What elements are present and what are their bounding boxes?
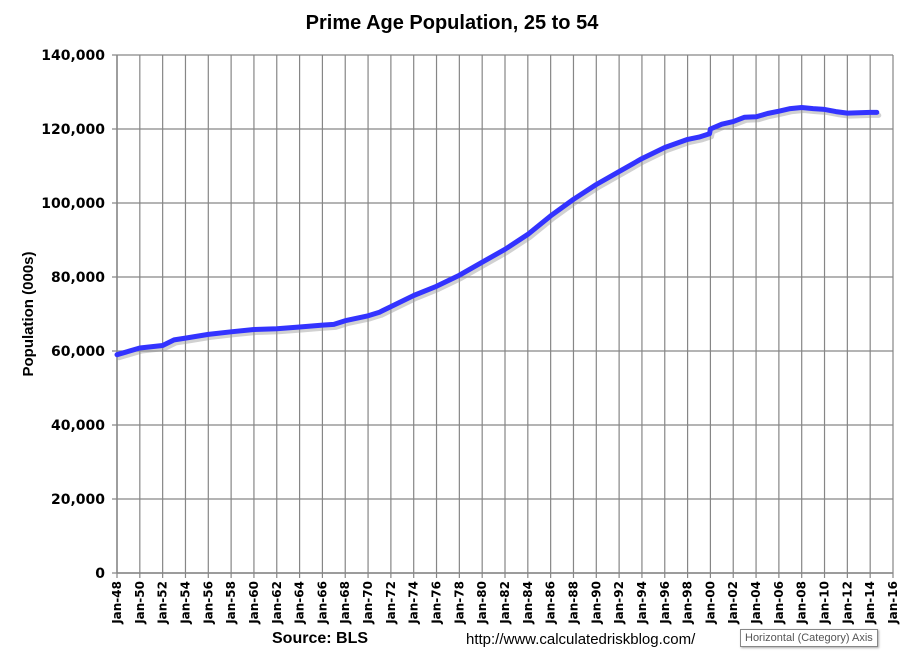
chart-title: Prime Age Population, 25 to 54	[306, 12, 600, 34]
x-tick-label: Jan-82	[498, 581, 512, 625]
x-tick-label: Jan-48	[110, 581, 124, 625]
y-tick-label: 0	[95, 566, 105, 582]
x-tick-label: Jan-72	[384, 581, 398, 625]
x-tick-label: Jan-14	[863, 581, 877, 625]
x-tick-label: Jan-96	[658, 581, 672, 625]
x-tick-label: Jan-92	[612, 581, 626, 625]
x-tick-label: Jan-52	[156, 581, 170, 625]
x-tick-label: Jan-60	[247, 581, 261, 625]
x-tick-label: Jan-54	[178, 581, 192, 625]
x-tick-label: Jan-56	[201, 581, 215, 625]
x-tick-label: Jan-66	[315, 581, 329, 625]
source-note: Source: BLS	[272, 630, 369, 647]
x-tick-label: Jan-74	[407, 581, 421, 625]
x-tick-label: Jan-16	[886, 581, 900, 625]
x-tick-label: Jan-86	[544, 581, 558, 625]
source-url: http://www.calculatedriskblog.com/	[466, 631, 696, 648]
y-tick-label: 120,000	[41, 122, 105, 138]
x-tick-label: Jan-50	[133, 581, 147, 625]
y-tick-label: 20,000	[51, 492, 105, 508]
x-tick-label: Jan-90	[589, 581, 603, 625]
x-tick-label: Jan-64	[293, 581, 307, 625]
y-tick-label: 100,000	[41, 196, 105, 212]
y-tick-label: 40,000	[51, 418, 105, 434]
axis-tooltip: Horizontal (Category) Axis	[740, 629, 878, 647]
x-tick-label: Jan-94	[635, 581, 649, 625]
x-tick-label: Jan-68	[338, 581, 352, 625]
x-tick-label: Jan-88	[566, 581, 580, 625]
y-axis-label: Population (000s)	[20, 251, 37, 376]
x-tick-label: Jan-02	[726, 581, 740, 625]
y-tick-label: 60,000	[51, 344, 105, 360]
x-tick-label: Jan-70	[361, 581, 375, 625]
x-tick-label: Jan-58	[224, 581, 238, 625]
x-tick-label: Jan-76	[430, 581, 444, 625]
x-tick-label: Jan-04	[749, 581, 763, 625]
x-tick-label: Jan-00	[703, 581, 717, 625]
x-tick-label: Jan-80	[475, 581, 489, 625]
y-tick-label: 140,000	[41, 48, 105, 64]
x-tick-label: Jan-78	[452, 581, 466, 625]
series-line-shadow	[116, 108, 882, 361]
y-tick-label: 80,000	[51, 270, 105, 286]
x-tick-label: Jan-98	[681, 581, 695, 625]
x-tick-label: Jan-08	[795, 581, 809, 625]
x-tick-label: Jan-84	[521, 581, 535, 625]
x-tick-label: Jan-62	[270, 581, 284, 625]
x-tick-label: Jan-10	[818, 581, 832, 625]
x-tick-label: Jan-12	[840, 581, 854, 625]
x-tick-label: Jan-06	[772, 581, 786, 625]
